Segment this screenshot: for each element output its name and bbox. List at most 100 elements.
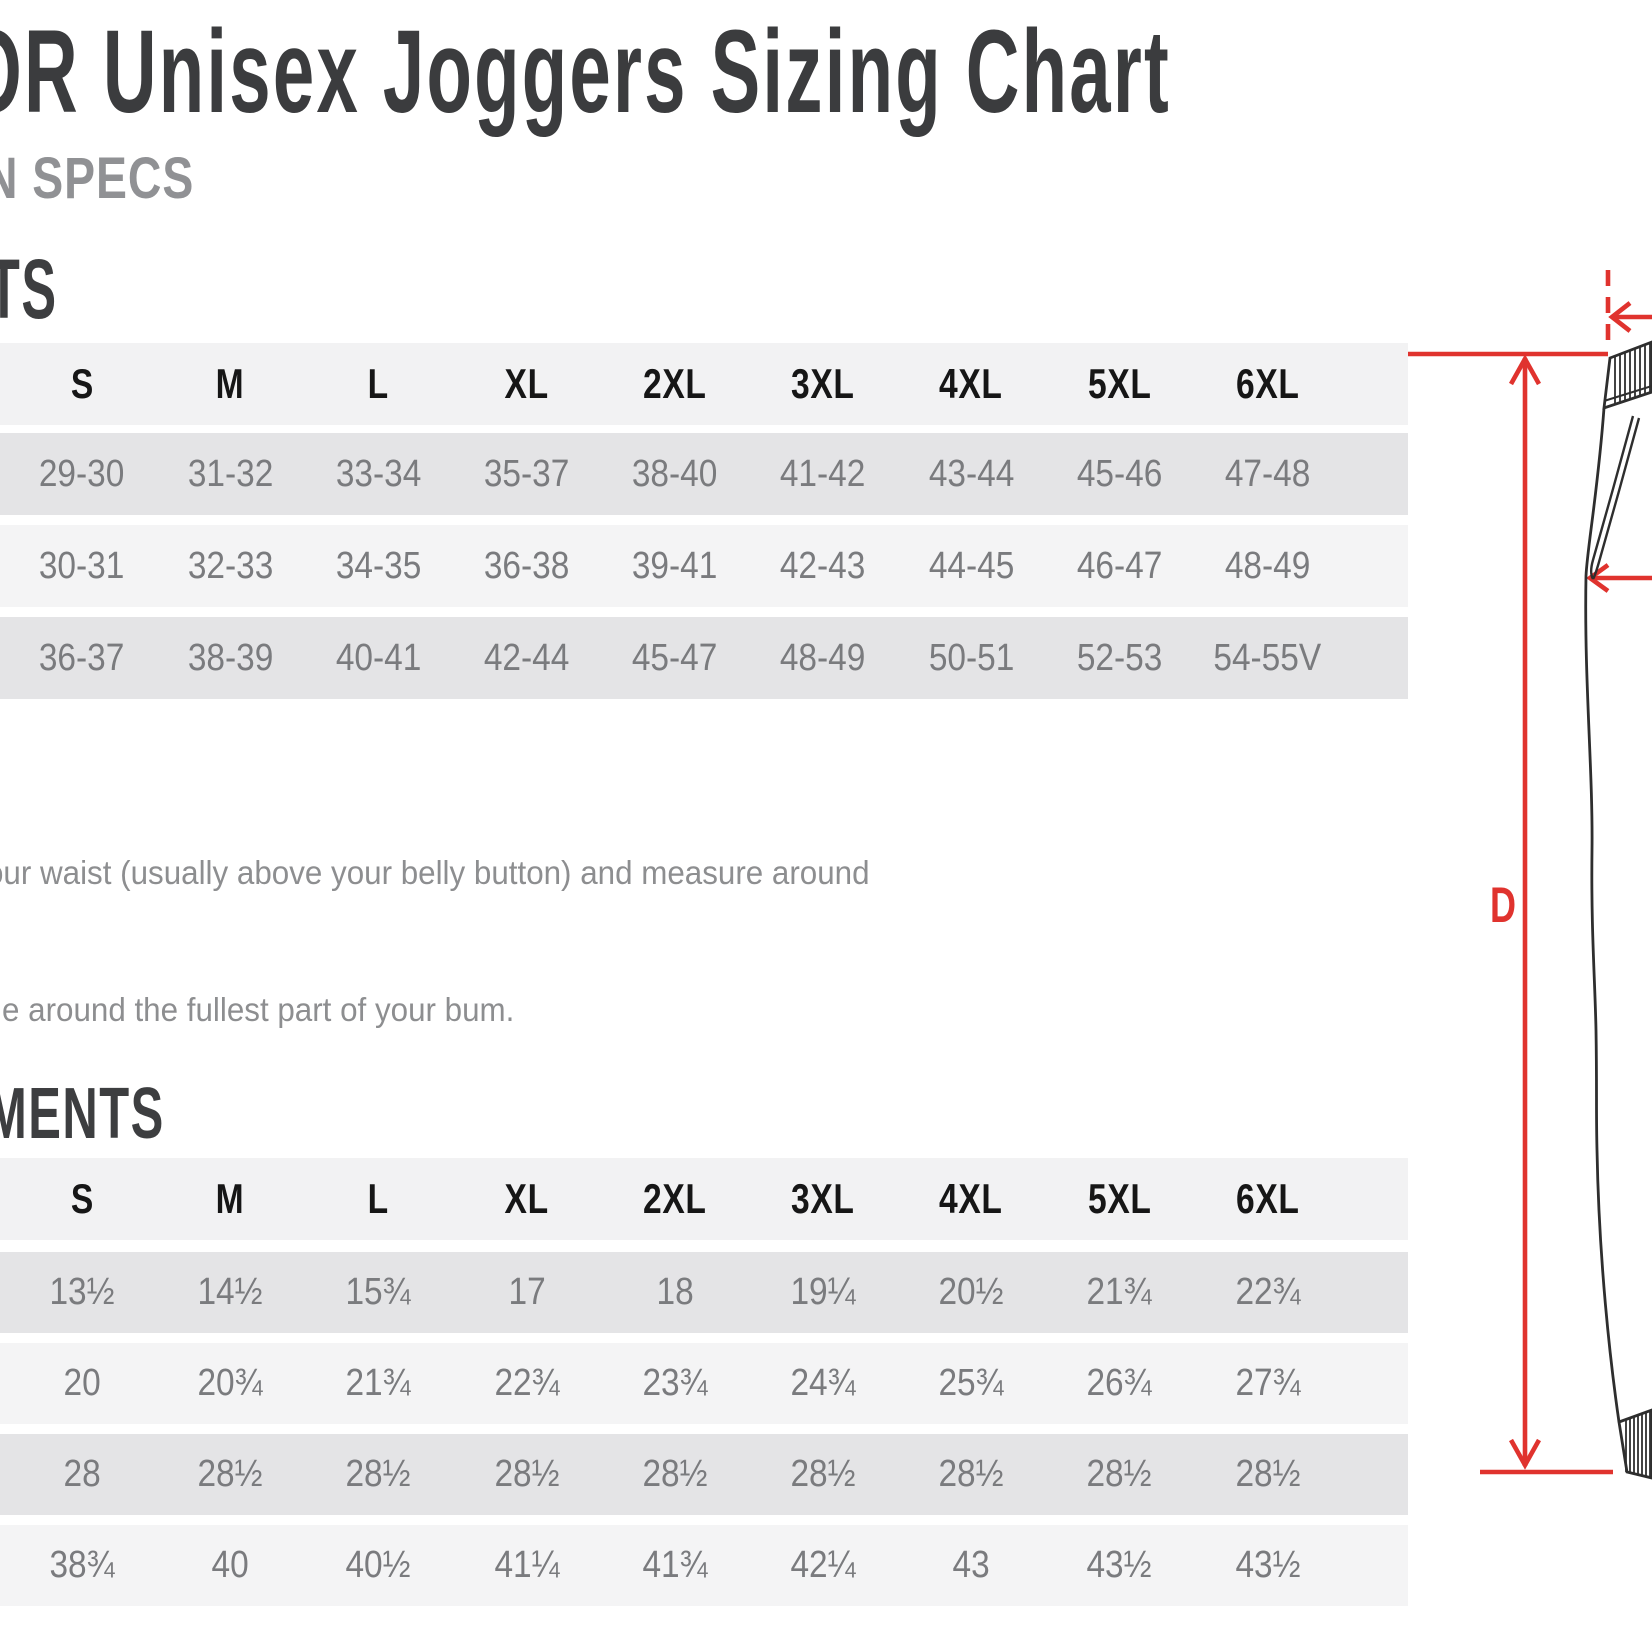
body-table-cell: 45-46 [1045,453,1193,496]
garment-table-cell-text: 20 [63,1362,101,1404]
body-table-cell: 29-30 [8,453,156,496]
garment-table-cell-text: 28½ [790,1453,856,1495]
cuff-ribbing [1625,1411,1651,1477]
body-table-column-header-text: 5XL [1087,360,1152,407]
body-table-row-3: 36-37 38-39 40-41 42-44 45-47 48-49 50-51 52-53… [0,617,1408,699]
body-table-cell-text: 43-44 [928,452,1014,495]
garment-table-column-header-text: 2XL [643,1175,707,1222]
body-table-column-header-text: 2XL [643,360,707,407]
body-table-cell-text: 45-47 [632,636,718,679]
body-table-cell-text: 52-53 [1076,636,1163,679]
garment-table-cell: 28½ [1194,1453,1342,1496]
body-table-column-header: 2XL [601,360,749,408]
garment-table-cell-text: 28½ [494,1453,560,1495]
body-table-cell: 47-48 [1194,453,1342,496]
body-table-header-row: S M L XL 2XL 3XL 4XL 5XL 6XL [0,343,1408,425]
garment-table-cell: 28½ [749,1453,897,1496]
jogger-drawing [1584,340,1652,1480]
page-title-text: OR Unisex Joggers Sizing Chart [0,6,1172,138]
body-table-column-header-text: 3XL [791,360,855,407]
garment-table-cell: 21¾ [1045,1271,1193,1314]
garment-table-column-header: 5XL [1045,1175,1193,1223]
garment-table-column-header: XL [453,1175,601,1223]
garment-table-cell-text: 28½ [938,1453,1004,1495]
jogger-cuff [1617,1408,1652,1480]
body-table-column-header: L [304,360,452,408]
garment-table-cell: 25¾ [897,1362,1045,1405]
body-table-row-1: 29-30 31-32 33-34 35-37 38-40 41-42 43-44 45-46… [0,433,1408,515]
garment-table-cell-text: 43½ [1235,1544,1301,1586]
garment-table-cell: 20 [8,1362,156,1405]
garment-table-cell: 28½ [1045,1453,1193,1496]
garment-table-cell: 22¾ [453,1362,601,1405]
dimension-label-d: D [1490,878,1516,933]
jogger-pocket-seam [1589,415,1641,580]
body-table-cell-text: 38-39 [187,636,274,679]
body-table-cell: 50-51 [897,637,1045,680]
garment-table-cell-text: 28½ [1235,1453,1301,1495]
body-table-cell-text: 45-46 [1076,452,1163,495]
body-table-column-header-text: S [70,360,94,407]
body-table-cell-text: 38-40 [632,452,718,495]
body-table-column-header-text: L [367,360,390,407]
body-table-cell-text: 54-55V [1213,636,1322,679]
garment-table-column-header: 4XL [897,1175,1045,1223]
section-heading-garment-measurements: MENTS [0,1078,249,1150]
garment-table-cell-text: 43 [952,1544,990,1586]
body-table-cell: 38-39 [156,637,304,680]
garment-table-column-header-text: 5XL [1087,1175,1152,1222]
body-table-cell-text: 32-33 [187,544,274,587]
body-table-cell-text: 34-35 [335,544,422,587]
garment-table-column-header-text: M [215,1175,245,1222]
outseam-dimension-line [1408,351,1613,1475]
body-table-cell: 44-45 [897,545,1045,588]
body-table-cell-text: 35-37 [483,452,570,495]
body-table-cell-text: 41-42 [780,452,866,495]
garment-table-cell: 26¾ [1045,1362,1193,1405]
garment-table-cell: 28½ [156,1453,304,1496]
body-table-column-header-text: M [215,360,245,407]
garment-table-cell-text: 21¾ [1086,1271,1152,1313]
garment-table-cell-text: 22¾ [494,1362,560,1404]
garment-table-cell-text: 22¾ [1235,1271,1301,1313]
garment-table-cell-text: 15¾ [345,1271,412,1313]
body-table-cell-text: 33-34 [335,452,422,495]
body-table-cell: 48-49 [749,637,897,680]
garment-table-cell: 17 [453,1271,601,1314]
garment-table-cell: 19¼ [749,1271,897,1314]
garment-table-cell: 28 [8,1453,156,1496]
instruction-hips: e around the fullest part of your bum. [2,990,541,1030]
garment-table-cell-text: 20½ [938,1271,1004,1313]
garment-table-column-header-text: S [70,1175,94,1222]
body-table-cell: 31-32 [156,453,304,496]
garment-table-cell: 38¾ [8,1544,156,1587]
garment-table-cell: 20½ [897,1271,1045,1314]
garment-table-cell-text: 28½ [197,1453,263,1495]
garment-table-cell: 18 [601,1271,749,1314]
body-table-cell-text: 42-44 [483,636,570,679]
body-table-cell: 48-49 [1194,545,1342,588]
garment-table-cell: 28½ [897,1453,1045,1496]
body-table-cell: 40-41 [304,637,452,680]
garment-table-column-header-text: 4XL [939,1175,1004,1222]
body-table-cell: 54-55V [1194,637,1342,680]
garment-table-column-header-text: L [367,1175,390,1222]
garment-table-column-header: 2XL [601,1175,749,1223]
body-table-column-header-text: 4XL [939,360,1004,407]
body-table-column-header-text: 6XL [1235,360,1300,407]
garment-table-cell-text: 40 [211,1544,249,1586]
jogger-waistband [1602,340,1652,411]
jogger-leg-outline [1584,407,1621,1423]
body-table-column-header: 4XL [897,360,1045,408]
garment-table-cell: 27¾ [1194,1362,1342,1405]
garment-table-cell-text: 13½ [49,1271,115,1313]
garment-table-cell: 42¼ [749,1544,897,1587]
garment-table-cell-text: 23¾ [642,1362,708,1404]
body-table-cell-text: 39-41 [632,544,718,587]
body-table-column-header: 5XL [1045,360,1193,408]
garment-table-cell: 40½ [304,1544,452,1587]
garment-table-column-header: 3XL [749,1175,897,1223]
garment-table-column-header: 6XL [1194,1175,1342,1223]
body-table-cell: 39-41 [601,545,749,588]
body-table-cell-text: 50-51 [928,636,1014,679]
